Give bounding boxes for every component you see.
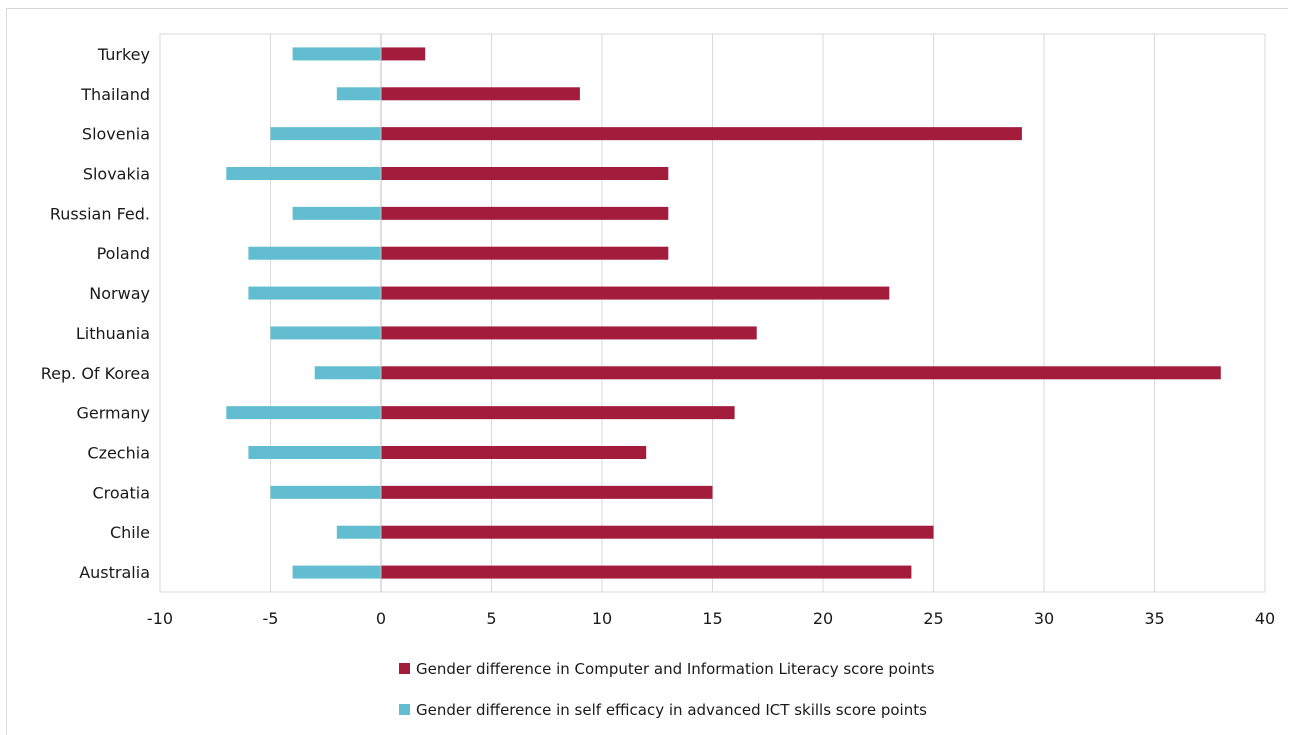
- bar-cil: [381, 446, 647, 459]
- legend-swatch-self-efficacy: [399, 704, 410, 715]
- bar-self-efficacy: [292, 565, 381, 579]
- x-tick-label: 0: [376, 609, 386, 628]
- bar-self-efficacy: [314, 366, 381, 380]
- x-tick-label: 25: [923, 609, 943, 628]
- chart-frame: [6, 8, 1288, 735]
- bar-self-efficacy: [292, 206, 381, 220]
- legend: Gender difference in Computer and Inform…: [399, 660, 935, 719]
- category-label: Czechia: [87, 444, 150, 463]
- bar-cil: [381, 246, 669, 260]
- x-tick-label: 20: [813, 609, 833, 628]
- bar-cil: [381, 47, 426, 61]
- bar-cil: [381, 565, 912, 579]
- category-label: Slovenia: [82, 125, 150, 144]
- category-label: Germany: [76, 404, 150, 423]
- category-label: Poland: [97, 244, 150, 263]
- category-label: Slovakia: [83, 165, 150, 184]
- bar-cil: [381, 206, 669, 220]
- bar-cil: [381, 485, 713, 499]
- bar-self-efficacy: [270, 326, 381, 340]
- category-label: Chile: [110, 523, 150, 542]
- category-label: Australia: [79, 563, 150, 582]
- legend-swatch-cil: [399, 663, 410, 674]
- bars: [226, 47, 1221, 579]
- category-label: Thailand: [80, 85, 150, 104]
- category-label: Rep. Of Korea: [41, 364, 150, 383]
- x-tick-label: 10: [592, 609, 612, 628]
- bar-self-efficacy: [270, 485, 381, 499]
- legend-label-cil: Gender difference in Computer and Inform…: [416, 660, 935, 678]
- bar-self-efficacy: [336, 87, 381, 101]
- x-tick-labels: -10 -5 0 5 10 15 20 25 30 35 40: [147, 609, 1275, 628]
- bar-cil: [381, 366, 1221, 380]
- bar-cil: [381, 167, 669, 180]
- x-tick-label: 5: [486, 609, 496, 628]
- category-label: Turkey: [97, 45, 150, 64]
- category-label: Lithuania: [76, 324, 150, 343]
- bar-cil: [381, 87, 580, 101]
- x-tick-label: 40: [1255, 609, 1275, 628]
- category-label: Russian Fed.: [50, 204, 150, 223]
- bar-self-efficacy: [248, 446, 381, 459]
- bar-self-efficacy: [248, 246, 381, 260]
- bar-self-efficacy: [226, 167, 381, 180]
- bar-self-efficacy: [292, 47, 381, 61]
- legend-label-self-efficacy: Gender difference in self efficacy in ad…: [416, 701, 927, 719]
- category-labels: Turkey Thailand Slovenia Slovakia Russian Fe…: [41, 45, 150, 582]
- bar-cil: [381, 525, 934, 539]
- bar-self-efficacy: [226, 406, 381, 420]
- bar-cil: [381, 286, 890, 300]
- x-tick-label: 15: [702, 609, 722, 628]
- x-tick-label: 30: [1034, 609, 1054, 628]
- bar-self-efficacy: [248, 286, 381, 300]
- x-tick-label: -5: [263, 609, 279, 628]
- x-tick-label: -10: [147, 609, 173, 628]
- bar-self-efficacy: [336, 525, 381, 539]
- bar-cil: [381, 326, 757, 340]
- gridlines: [270, 34, 1155, 592]
- category-label: Norway: [89, 284, 150, 303]
- bar-cil: [381, 406, 735, 420]
- category-label: Croatia: [92, 483, 150, 502]
- bar-self-efficacy: [270, 127, 381, 141]
- x-tick-label: 35: [1144, 609, 1164, 628]
- bar-cil: [381, 127, 1022, 141]
